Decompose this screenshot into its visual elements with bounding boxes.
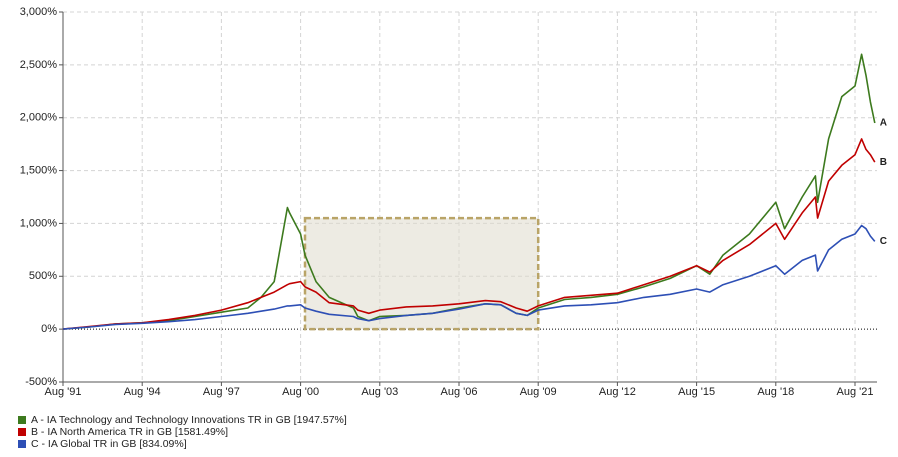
x-tick-label: Aug '94 [124,386,161,398]
y-tick-label: 1,000% [20,217,58,229]
y-tick-label: -500% [25,376,57,388]
x-tick-label: Aug '91 [45,386,82,398]
y-tick-label: 1,500% [20,164,58,176]
x-tick-label: Aug '00 [282,386,319,398]
y-tick-label: 500% [29,270,57,282]
series-line [62,138,876,330]
x-tick-label: Aug '97 [203,386,240,398]
x-tick-label: Aug '03 [361,386,398,398]
x-tick-label: Aug '09 [520,386,557,398]
y-tick-label: 3,000% [20,6,58,18]
end-label: B [880,157,887,168]
legend: A - IA Technology and Technology Innovat… [18,414,347,450]
y-tick-label: 2,000% [20,112,58,124]
legend-label: A - IA Technology and Technology Innovat… [31,414,347,426]
series-line [62,224,876,330]
end-label: A [880,118,887,129]
x-tick-label: Aug '21 [837,386,874,398]
x-tick-label: Aug '15 [678,386,715,398]
x-tick-label: Aug '12 [599,386,636,398]
y-tick-label: 0% [41,323,57,335]
legend-swatch [18,416,26,424]
y-tick-label: 2,500% [20,59,58,71]
highlight-box [303,216,540,331]
legend-label: C - IA Global TR in GB [834.09%] [31,438,187,450]
end-label: C [880,236,887,247]
legend-label: B - IA North America TR in GB [1581.49%] [31,426,228,438]
x-tick-label: Aug '06 [441,386,478,398]
legend-swatch [18,428,26,436]
legend-swatch [18,440,26,448]
x-tick-label: Aug '18 [757,386,794,398]
